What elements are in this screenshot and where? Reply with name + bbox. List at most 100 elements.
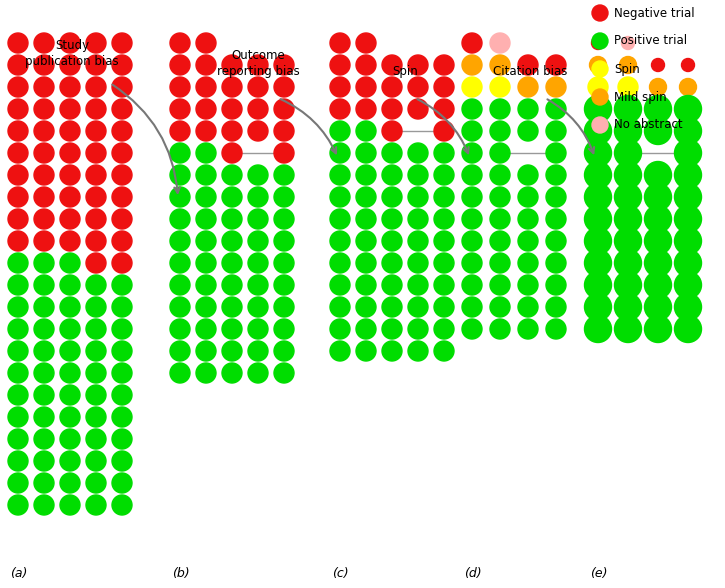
Circle shape xyxy=(274,275,294,295)
Circle shape xyxy=(615,228,642,255)
Circle shape xyxy=(222,99,242,119)
Circle shape xyxy=(462,297,482,317)
Circle shape xyxy=(60,143,80,163)
Circle shape xyxy=(170,297,190,317)
Circle shape xyxy=(222,253,242,273)
Circle shape xyxy=(60,495,80,515)
Circle shape xyxy=(86,297,106,317)
Circle shape xyxy=(462,209,482,229)
Circle shape xyxy=(645,228,671,255)
Circle shape xyxy=(8,429,28,449)
Circle shape xyxy=(196,143,216,163)
Circle shape xyxy=(584,272,611,299)
Circle shape xyxy=(490,143,510,163)
Circle shape xyxy=(8,77,28,97)
Circle shape xyxy=(592,36,605,49)
Circle shape xyxy=(196,231,216,251)
Circle shape xyxy=(8,297,28,317)
Circle shape xyxy=(34,363,54,383)
Circle shape xyxy=(490,275,510,295)
Circle shape xyxy=(34,253,54,273)
Circle shape xyxy=(248,165,268,185)
Circle shape xyxy=(86,385,106,405)
Circle shape xyxy=(621,36,634,49)
Text: (c): (c) xyxy=(332,567,349,580)
Circle shape xyxy=(679,79,697,95)
Circle shape xyxy=(356,77,376,97)
Circle shape xyxy=(248,297,268,317)
Circle shape xyxy=(462,143,482,163)
Circle shape xyxy=(674,139,702,166)
Circle shape xyxy=(356,231,376,251)
Circle shape xyxy=(60,209,80,229)
Circle shape xyxy=(112,77,132,97)
Circle shape xyxy=(196,253,216,273)
Circle shape xyxy=(674,293,702,320)
Circle shape xyxy=(408,297,428,317)
Circle shape xyxy=(382,297,402,317)
Circle shape xyxy=(615,316,642,342)
Circle shape xyxy=(490,77,510,97)
Circle shape xyxy=(330,143,350,163)
Circle shape xyxy=(674,272,702,299)
Circle shape xyxy=(434,143,454,163)
Circle shape xyxy=(222,275,242,295)
Circle shape xyxy=(8,231,28,251)
Circle shape xyxy=(518,77,538,97)
Circle shape xyxy=(356,99,376,119)
Circle shape xyxy=(60,341,80,361)
Circle shape xyxy=(330,165,350,185)
Circle shape xyxy=(584,205,611,232)
Circle shape xyxy=(434,231,454,251)
Circle shape xyxy=(170,99,190,119)
Circle shape xyxy=(490,297,510,317)
Circle shape xyxy=(222,55,242,75)
Circle shape xyxy=(248,77,268,97)
Circle shape xyxy=(382,121,402,141)
Circle shape xyxy=(356,253,376,273)
Circle shape xyxy=(86,99,106,119)
Circle shape xyxy=(462,231,482,251)
Circle shape xyxy=(112,319,132,339)
Circle shape xyxy=(615,118,642,145)
Circle shape xyxy=(112,451,132,471)
Circle shape xyxy=(112,165,132,185)
Text: (b): (b) xyxy=(172,567,190,580)
Circle shape xyxy=(274,319,294,339)
Circle shape xyxy=(408,77,428,97)
Circle shape xyxy=(518,99,538,119)
Circle shape xyxy=(170,33,190,53)
Circle shape xyxy=(462,253,482,273)
Circle shape xyxy=(518,165,538,185)
Circle shape xyxy=(112,495,132,515)
Circle shape xyxy=(356,121,376,141)
Circle shape xyxy=(356,143,376,163)
Circle shape xyxy=(196,363,216,383)
Circle shape xyxy=(490,121,510,141)
Circle shape xyxy=(330,99,350,119)
Circle shape xyxy=(34,187,54,207)
Circle shape xyxy=(248,341,268,361)
Circle shape xyxy=(8,363,28,383)
Circle shape xyxy=(8,319,28,339)
Circle shape xyxy=(674,162,702,189)
Circle shape xyxy=(170,253,190,273)
Circle shape xyxy=(112,429,132,449)
Circle shape xyxy=(546,121,566,141)
Circle shape xyxy=(434,341,454,361)
Circle shape xyxy=(170,187,190,207)
Circle shape xyxy=(34,451,54,471)
Circle shape xyxy=(645,249,671,276)
Circle shape xyxy=(645,293,671,320)
Circle shape xyxy=(248,253,268,273)
Circle shape xyxy=(274,143,294,163)
Circle shape xyxy=(408,253,428,273)
Circle shape xyxy=(584,118,611,145)
Circle shape xyxy=(615,139,642,166)
Circle shape xyxy=(274,253,294,273)
Circle shape xyxy=(588,77,608,97)
Circle shape xyxy=(196,209,216,229)
Circle shape xyxy=(434,275,454,295)
Circle shape xyxy=(274,165,294,185)
Circle shape xyxy=(86,407,106,427)
